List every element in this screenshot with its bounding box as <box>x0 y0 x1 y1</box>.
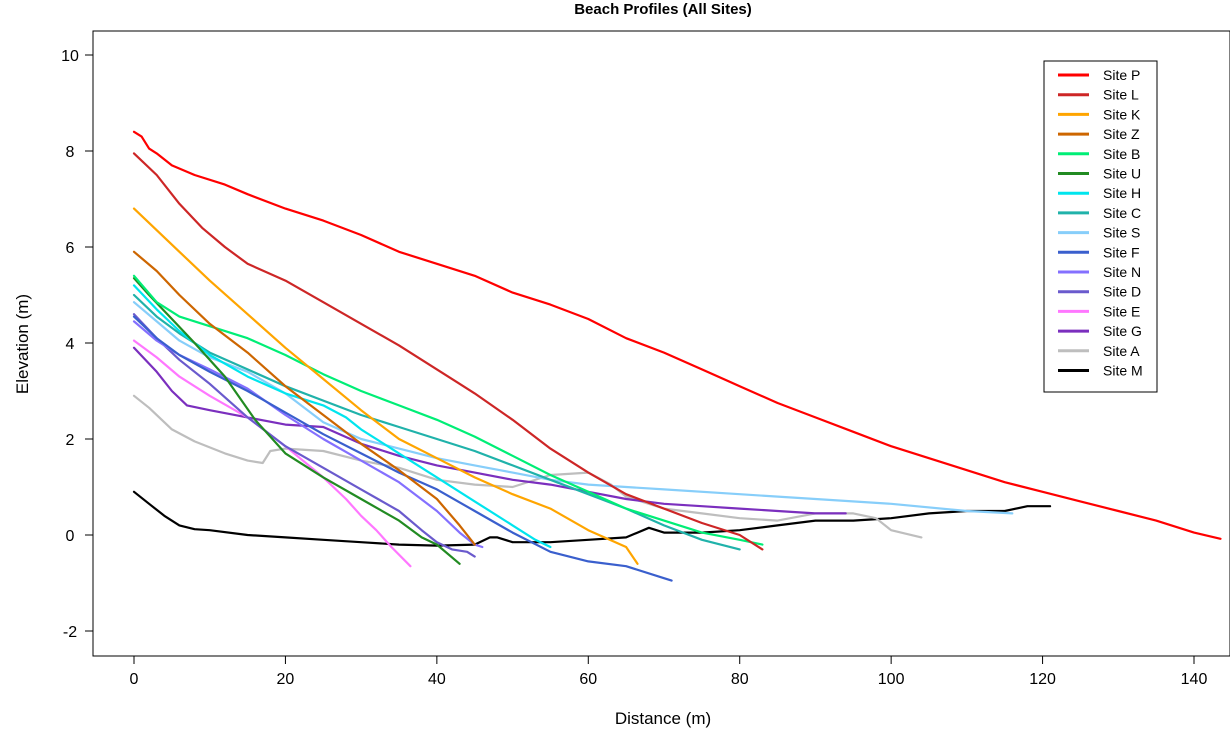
legend-label-site-c: Site C <box>1103 205 1141 221</box>
x-tick-label: 40 <box>428 671 446 688</box>
legend-box <box>1043 60 1158 393</box>
legend-label-site-m: Site M <box>1103 363 1143 379</box>
series-line-site-h <box>132 284 552 549</box>
legend: Site P Site L Site K Site Z Site B Site U Site… <box>1043 60 1158 393</box>
x-tick-label: 20 <box>277 671 295 688</box>
y-tick-label: 6 <box>66 240 75 257</box>
legend-label-site-k: Site K <box>1103 106 1141 122</box>
y-tick-label: 0 <box>66 528 75 545</box>
legend-label-site-d: Site D <box>1103 284 1141 300</box>
legend-label-site-n: Site N <box>1103 264 1141 280</box>
series-line-site-k <box>132 207 639 565</box>
series-lines <box>132 130 1222 582</box>
series-line-site-u <box>132 277 461 565</box>
y-tick-label: 4 <box>66 336 75 353</box>
series-line-site-z <box>132 250 476 546</box>
legend-label-site-p: Site P <box>1103 67 1140 83</box>
x-axis-label: Distance (m) <box>615 709 711 728</box>
legend-label-site-g: Site G <box>1103 323 1142 339</box>
legend-label-site-f: Site F <box>1103 244 1140 260</box>
x-tick-label: 60 <box>579 671 597 688</box>
legend-label-site-b: Site B <box>1103 146 1140 162</box>
legend-label-site-u: Site U <box>1103 166 1141 182</box>
legend-label-site-l: Site L <box>1103 87 1139 103</box>
chart-title: Beach Profiles (All Sites) <box>574 1 752 18</box>
y-tick-label: 10 <box>61 48 79 65</box>
y-tick-label: 2 <box>66 432 75 449</box>
legend-label-site-h: Site H <box>1103 185 1141 201</box>
series-line-site-l <box>132 152 764 551</box>
series-line-site-n <box>132 320 484 549</box>
x-tick-label: 0 <box>130 671 139 688</box>
x-tick-label: 140 <box>1181 671 1208 688</box>
legend-label-site-e: Site E <box>1103 303 1140 319</box>
series-line-site-p <box>132 130 1222 540</box>
series-line-site-s <box>132 301 1014 515</box>
x-tick-label: 80 <box>731 671 749 688</box>
series-line-site-m <box>132 490 1052 547</box>
x-axis: 0 20 40 60 80 100 120 140 <box>130 655 1208 688</box>
x-tick-label: 120 <box>1029 671 1056 688</box>
y-axis-label: Elevation (m) <box>13 294 32 394</box>
series-line-site-f <box>132 315 673 582</box>
legend-label-site-s: Site S <box>1103 225 1140 241</box>
y-tick-label: -2 <box>63 624 77 641</box>
series-line-site-b <box>132 274 764 546</box>
series-line-site-d <box>132 313 476 558</box>
x-tick-label: 100 <box>878 671 905 688</box>
legend-label-site-z: Site Z <box>1103 126 1140 142</box>
y-tick-label: 8 <box>66 144 75 161</box>
legend-label-site-a: Site A <box>1103 343 1140 359</box>
series-line-site-e <box>132 339 412 568</box>
y-axis: -2 0 2 4 6 8 10 <box>61 48 94 641</box>
